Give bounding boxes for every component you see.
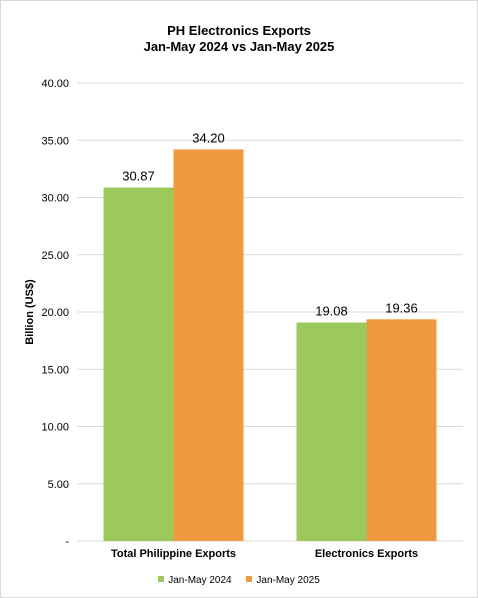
y-tick-label-6: 30.00 [41, 193, 69, 205]
y-tick-label-1: 5.00 [48, 479, 69, 491]
legend-swatch-2025 [246, 576, 253, 583]
x-category-label-1: Electronics Exports [315, 548, 418, 560]
chart-subtitle: Jan-May 2024 vs Jan-May 2025 [143, 39, 335, 54]
y-tick-label-2: 10.00 [41, 422, 69, 434]
bar-s1-c0 [173, 149, 244, 541]
bar-chart: - 5.00 10.00 15.00 20.00 25.00 30.00 35.00 40.00… [24, 78, 463, 560]
legend: Jan-May 2024 Jan-May 2025 [1, 575, 477, 586]
chart-title-block: PH Electronics Exports Jan-May 2024 vs J… [1, 23, 477, 55]
legend-label-2024: Jan-May 2024 [168, 575, 232, 586]
data-label-s0-c1: 19.08 [315, 304, 348, 319]
chart-title: PH Electronics Exports [167, 23, 311, 38]
bar-s0-c0 [103, 187, 174, 541]
data-label-s1-c0: 34.20 [192, 130, 225, 145]
y-tick-label-0: - [65, 536, 69, 548]
y-tick-label-4: 20.00 [41, 307, 69, 319]
y-tick-label-7: 35.00 [41, 135, 69, 147]
legend-label-2025: Jan-May 2025 [256, 575, 320, 586]
y-tick-label-5: 25.00 [41, 250, 69, 262]
legend-item-2024: Jan-May 2024 [158, 575, 232, 586]
legend-item-2025: Jan-May 2025 [246, 575, 320, 586]
y-tick-label-3: 15.00 [41, 364, 69, 376]
y-axis-label: Billion (US$) [24, 279, 36, 345]
data-label-s1-c1: 19.36 [385, 300, 418, 315]
bar-s1-c1 [366, 319, 437, 541]
y-tick-label-8: 40.00 [41, 78, 69, 90]
bar-s0-c1 [296, 322, 367, 541]
data-label-s0-c0: 30.87 [122, 169, 155, 184]
legend-swatch-2024 [158, 576, 165, 583]
x-category-label-0: Total Philippine Exports [111, 548, 236, 560]
